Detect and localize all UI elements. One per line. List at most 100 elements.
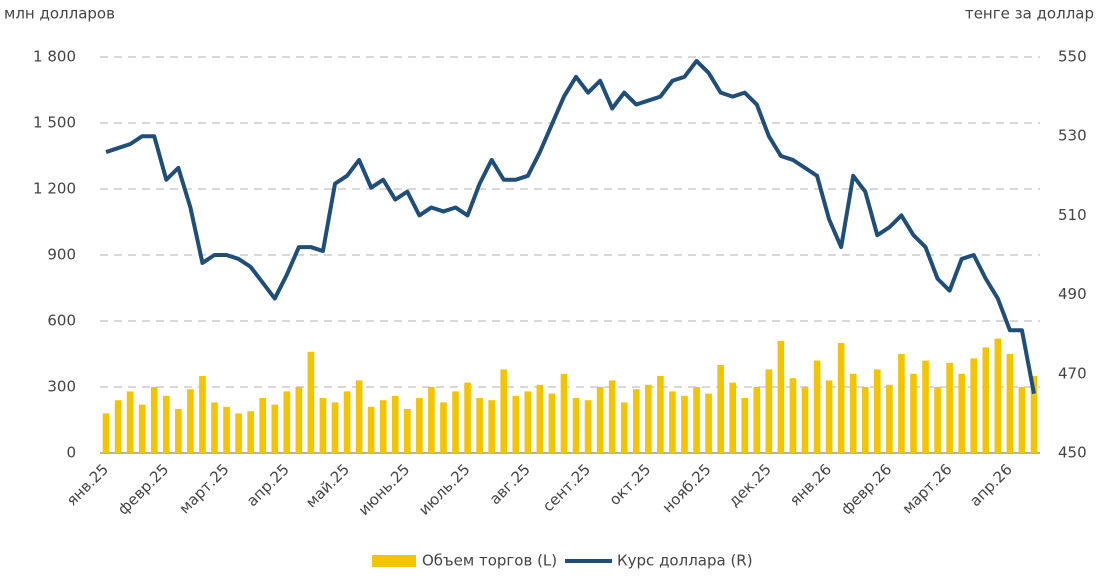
bar xyxy=(849,373,857,453)
bar xyxy=(331,402,339,453)
bar xyxy=(765,369,773,453)
bar xyxy=(211,402,218,453)
y-tick-label: 300 xyxy=(47,378,76,396)
x-tick-label: май.25 xyxy=(302,460,353,511)
bar xyxy=(898,354,905,453)
bar xyxy=(681,395,688,453)
bar xyxy=(789,378,797,453)
y-tick-label: 0 xyxy=(66,444,76,462)
bar xyxy=(524,391,532,453)
bar xyxy=(560,373,568,453)
bar xyxy=(512,395,520,453)
bar xyxy=(873,369,881,453)
y-axis-title: млн долларов xyxy=(4,5,115,23)
bar xyxy=(488,400,495,453)
bar xyxy=(970,358,978,453)
bar xyxy=(946,362,953,453)
bar xyxy=(801,387,809,453)
x-tick-label: февр.25 xyxy=(114,460,172,518)
bar xyxy=(187,389,194,453)
bar xyxy=(1030,376,1038,453)
x-tick-label: июль.25 xyxy=(415,460,473,518)
bar xyxy=(102,413,110,453)
bar xyxy=(861,387,869,453)
bar xyxy=(452,391,459,453)
y2-axis-title: тенге за доллар xyxy=(965,5,1094,23)
bar xyxy=(572,398,580,453)
y-tick-label: 600 xyxy=(47,312,76,330)
bar xyxy=(958,373,965,453)
bar xyxy=(632,389,640,453)
bar xyxy=(259,398,267,453)
bar xyxy=(717,365,724,453)
bar xyxy=(910,373,917,453)
bar xyxy=(367,406,375,453)
bar xyxy=(403,409,411,453)
bar xyxy=(548,393,556,453)
bar xyxy=(994,338,1002,453)
bar xyxy=(500,369,508,453)
bar xyxy=(223,406,230,453)
bar xyxy=(114,400,122,453)
bar xyxy=(235,413,242,453)
bar xyxy=(295,387,303,453)
bar xyxy=(934,387,941,453)
bar xyxy=(777,340,785,453)
bar xyxy=(825,380,833,453)
bar xyxy=(837,343,845,453)
bar xyxy=(584,400,592,453)
bar xyxy=(596,387,604,453)
bar xyxy=(343,391,351,453)
x-tick-label: июнь.25 xyxy=(355,460,414,519)
bar xyxy=(982,347,990,453)
bar xyxy=(319,398,327,453)
x-tick-label: март.26 xyxy=(899,460,956,517)
bar xyxy=(175,409,182,453)
y2-tick-label: 470 xyxy=(1058,364,1087,382)
y-tick-label: 1 200 xyxy=(33,180,76,198)
bar xyxy=(138,404,146,453)
bar xyxy=(440,402,447,453)
bar xyxy=(645,384,652,453)
x-tick-label: апр.26 xyxy=(966,460,1016,510)
y2-tick-label: 530 xyxy=(1058,127,1087,145)
bar xyxy=(355,380,363,453)
x-tick-label: дек.25 xyxy=(725,460,775,510)
legend-swatch xyxy=(372,555,416,567)
x-tick-label: янв.25 xyxy=(63,460,112,509)
x-tick-label: янв.26 xyxy=(786,460,835,509)
bar xyxy=(657,376,664,453)
bar xyxy=(886,384,893,453)
legend-label: Объем торгов (L) xyxy=(422,552,557,570)
y-tick-label: 1 800 xyxy=(33,48,76,66)
bar xyxy=(608,380,616,453)
bar xyxy=(379,400,387,453)
bar xyxy=(1018,387,1026,453)
x-tick-label: апр.25 xyxy=(243,460,293,510)
x-tick-label: окт.25 xyxy=(606,460,655,509)
bar xyxy=(247,411,254,453)
y-tick-label: 900 xyxy=(47,246,76,264)
y-tick-label: 1 500 xyxy=(33,114,76,132)
bar xyxy=(741,398,749,453)
bar xyxy=(162,395,170,453)
bar xyxy=(1006,354,1014,453)
bar xyxy=(476,398,483,453)
bar xyxy=(271,404,279,453)
x-tick-label: март.25 xyxy=(176,460,233,517)
bar xyxy=(126,391,134,453)
bar xyxy=(693,387,700,453)
bar xyxy=(283,391,291,453)
bar xyxy=(428,387,435,453)
line xyxy=(105,58,1036,394)
bar xyxy=(922,360,929,453)
bar xyxy=(729,382,737,453)
bar xyxy=(464,382,471,453)
x-tick-label: февр.26 xyxy=(837,460,895,518)
bar xyxy=(705,393,712,453)
x-tick-label: сент.25 xyxy=(539,460,594,515)
y2-tick-label: 510 xyxy=(1058,206,1087,224)
bar xyxy=(753,387,761,453)
y2-tick-label: 550 xyxy=(1058,48,1087,66)
